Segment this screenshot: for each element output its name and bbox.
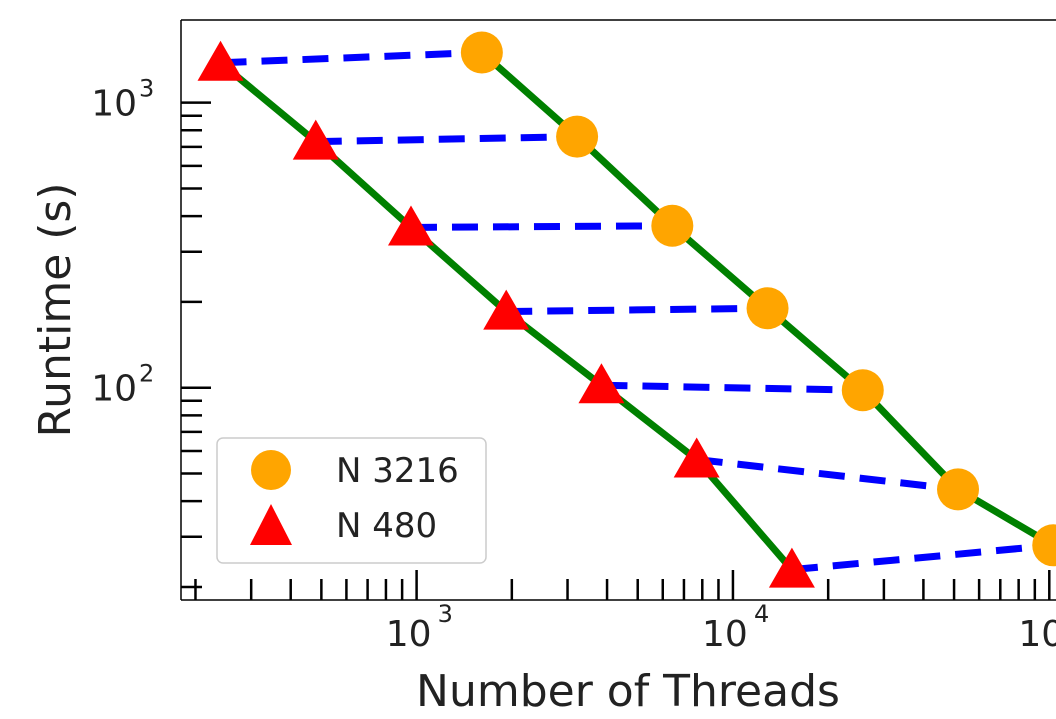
legend-label-n3216: N 3216 xyxy=(336,451,459,491)
connector-line xyxy=(791,541,1054,574)
plot-clip-group xyxy=(197,31,1056,588)
triangle-marker xyxy=(197,40,244,81)
legend-label-n480: N 480 xyxy=(336,506,437,546)
circle-marker xyxy=(460,31,503,74)
connector-line xyxy=(220,48,482,67)
legend: N 3216 N 480 xyxy=(216,437,487,564)
triangle-marker xyxy=(578,363,625,404)
triangle-marker xyxy=(483,289,530,330)
circle-marker xyxy=(937,468,980,511)
circle-marker xyxy=(556,115,599,158)
y-tick-label: 10 xyxy=(91,369,137,410)
tick-labels: 103104105102103 xyxy=(91,75,1056,655)
y-tick-label-exponent: 2 xyxy=(139,360,154,388)
connector-line xyxy=(410,222,673,231)
connector-line xyxy=(315,133,578,146)
connector-line xyxy=(506,304,768,316)
y-axis-title: Runtime (s) xyxy=(30,182,81,437)
triangle-marker xyxy=(292,119,339,160)
legend-marker-circle xyxy=(251,450,291,490)
y-tick-label: 10 xyxy=(91,84,137,125)
circle-marker xyxy=(841,369,884,412)
triangle-marker xyxy=(673,437,720,478)
circle-marker xyxy=(746,287,789,330)
circle-marker xyxy=(651,204,694,247)
connector-line xyxy=(601,381,863,394)
legend-marker-triangle xyxy=(250,504,292,545)
circle-marker xyxy=(1032,524,1056,567)
x-tick-label: 10 xyxy=(386,614,432,655)
connector-line xyxy=(696,456,959,493)
data-markers xyxy=(197,31,1056,588)
tick-marks xyxy=(181,101,1051,600)
x-tick-label-exponent: 4 xyxy=(754,600,769,628)
x-tick-label-exponent: 3 xyxy=(438,600,453,628)
connector-lines xyxy=(220,48,1054,574)
x-tick-label: 10 xyxy=(1018,614,1056,655)
y-tick-label-exponent: 3 xyxy=(139,75,154,103)
triangle-marker xyxy=(387,205,434,246)
triangle-marker xyxy=(768,547,815,588)
x-tick-label: 10 xyxy=(702,614,748,655)
x-axis-title: Number of Threads xyxy=(416,666,840,717)
